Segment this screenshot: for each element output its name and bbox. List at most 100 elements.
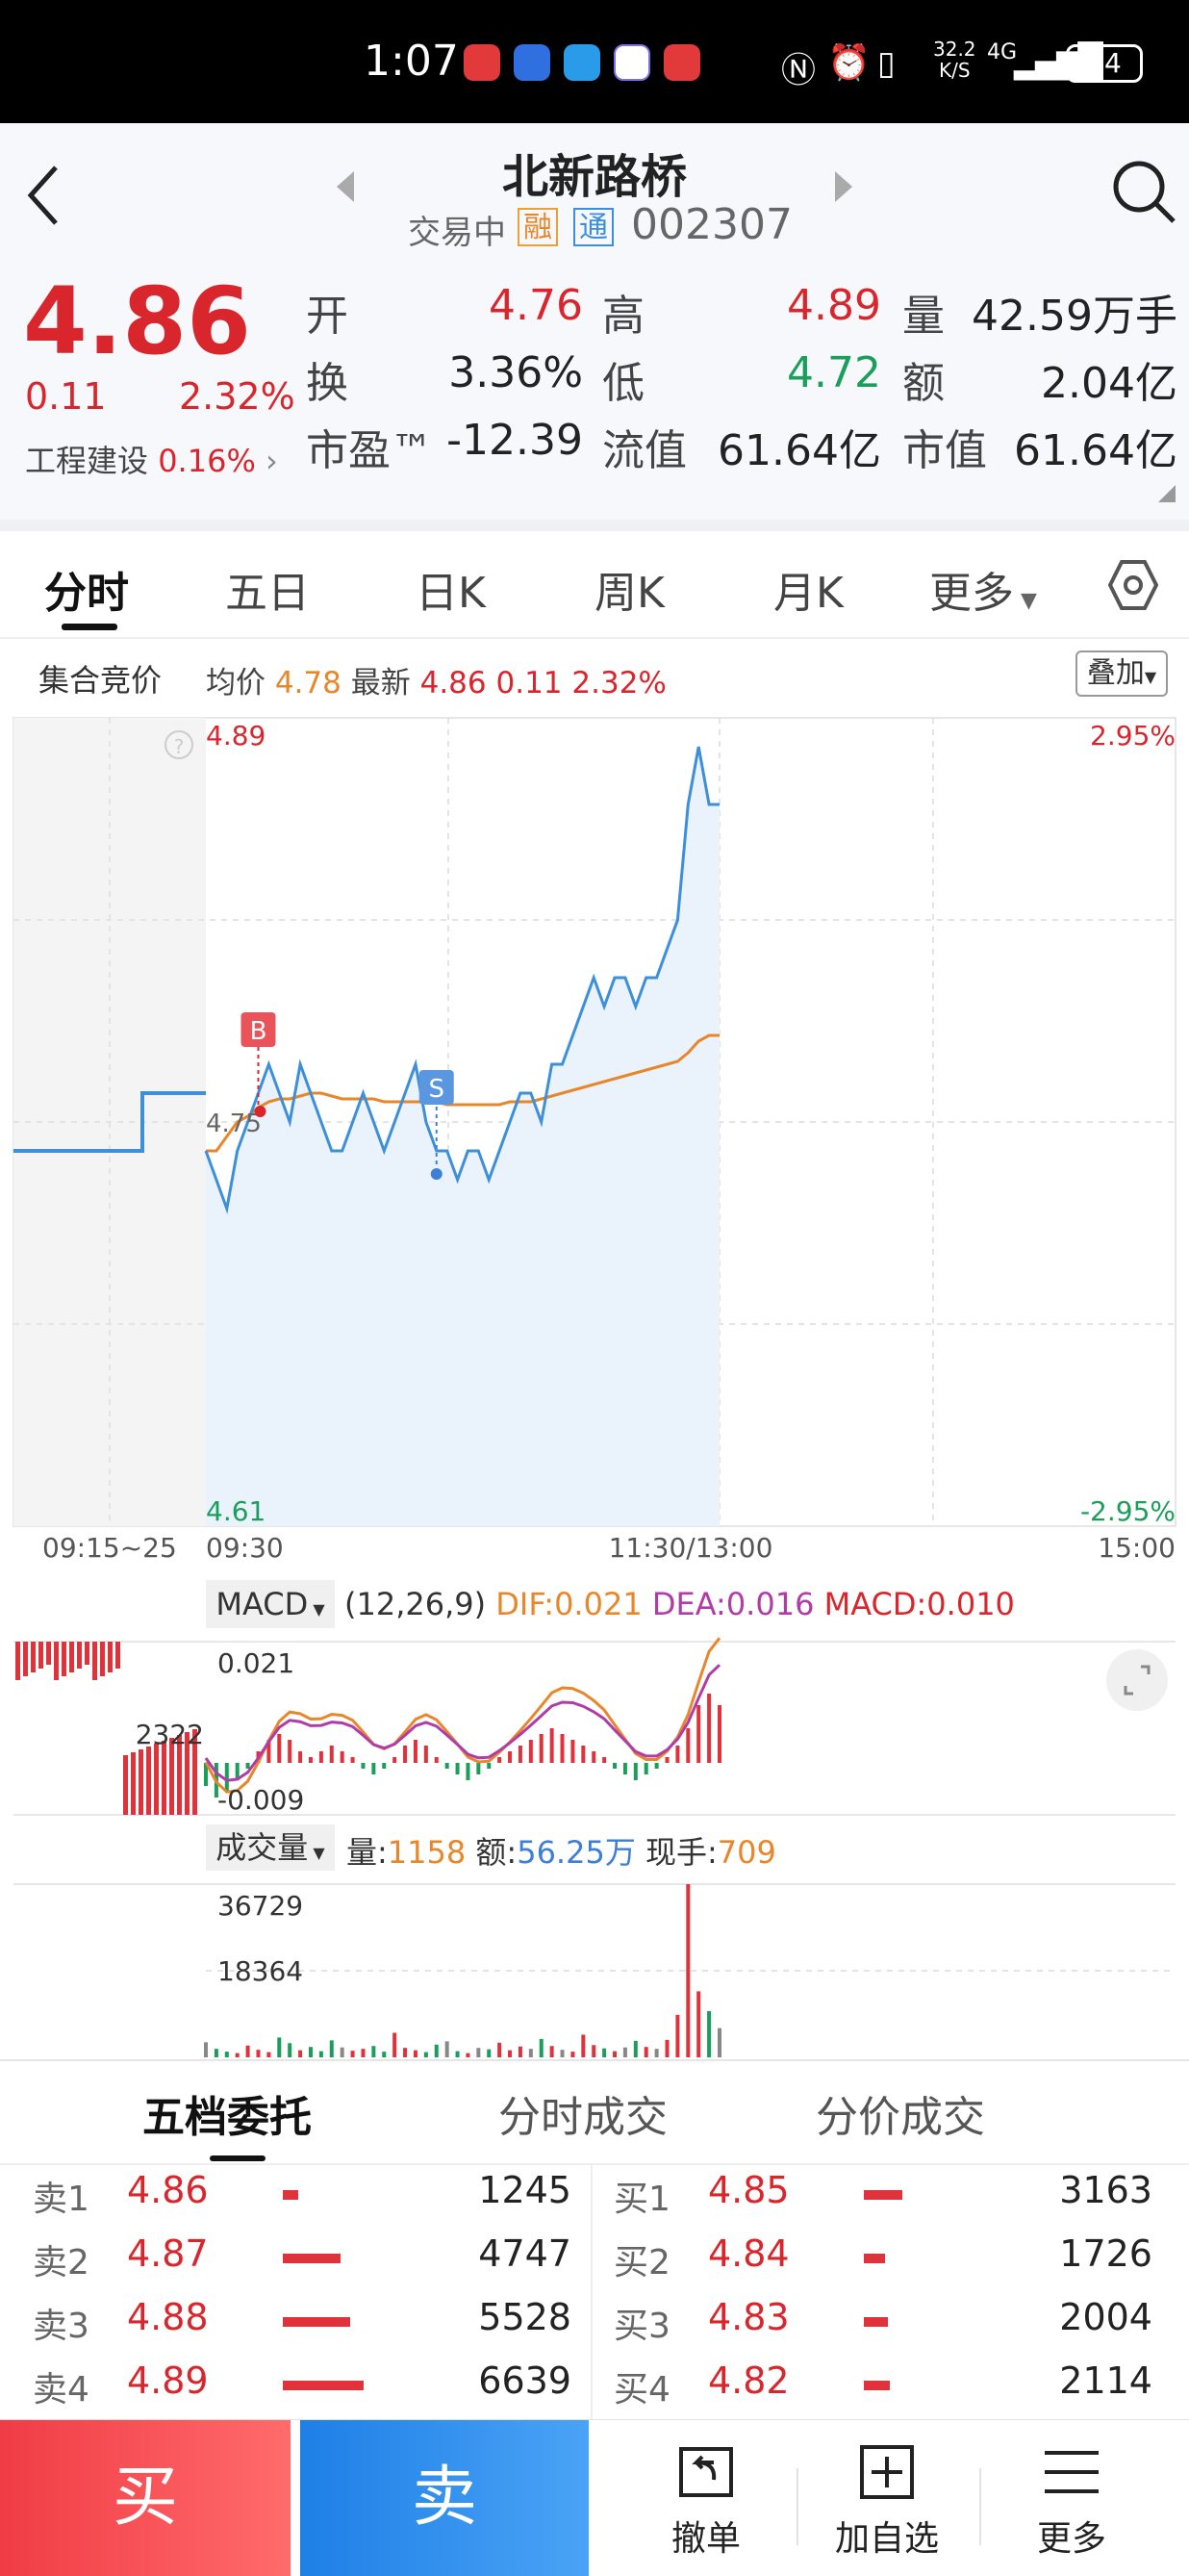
- macd-selector[interactable]: MACD ▼: [206, 1580, 335, 1628]
- volume-bar: [403, 2048, 408, 2057]
- market-cap-value: 61.64亿: [1014, 426, 1177, 475]
- divider: [979, 2468, 981, 2545]
- volume-bar: [434, 2044, 439, 2057]
- orderbook-volume-bar: [283, 2190, 298, 2200]
- tab-price-trades[interactable]: 分价成交: [816, 2093, 985, 2142]
- header: 北新路桥 交易中 融 通 002307: [0, 123, 1189, 268]
- macd-bar: [508, 1751, 513, 1763]
- volume-bar: [350, 2051, 355, 2057]
- expand-corner-icon[interactable]: [1158, 485, 1176, 502]
- stock-name: 北新路桥: [501, 150, 687, 204]
- prev-stock-icon[interactable]: [333, 169, 356, 204]
- help-icon: ?: [174, 735, 185, 758]
- macd-bar: [696, 1705, 701, 1763]
- orderbook-volume: 3163: [1059, 2169, 1152, 2211]
- orderbook-level-label: 卖1: [33, 2180, 89, 2219]
- macd-bar: [277, 1734, 282, 1763]
- macd-bar: [633, 1763, 638, 1780]
- orderbook-volume-bar: [283, 2317, 350, 2327]
- chart-settings-icon[interactable]: [1106, 558, 1160, 612]
- auction-macd-bar: [192, 1729, 197, 1815]
- tab-weekly-k[interactable]: 周K: [594, 569, 665, 618]
- volume-bar: [518, 2046, 522, 2057]
- overlay-button[interactable]: 叠加▼: [1075, 650, 1168, 697]
- auction-macd-bar: [46, 1642, 51, 1665]
- volume-bar: [476, 2048, 481, 2057]
- tab-five-day[interactable]: 五日: [225, 569, 310, 618]
- open-value: 4.76: [489, 281, 583, 330]
- price-change: 0.11: [25, 375, 107, 418]
- orderbook-price: 4.85: [708, 2169, 790, 2211]
- tab-order-book[interactable]: 五档委托: [142, 2093, 312, 2142]
- volume-bar: [508, 2050, 513, 2057]
- macd-bar: [518, 1746, 522, 1763]
- auction-label: 集合竞价: [38, 662, 163, 699]
- app-notification-icon: [464, 44, 500, 81]
- volume-bar: [266, 2052, 271, 2057]
- sector-link[interactable]: 工程建设 0.16% ›: [25, 437, 278, 481]
- macd-bar: [340, 1751, 344, 1763]
- tab-more[interactable]: 更多 ▼: [929, 569, 1037, 618]
- volume-bar: [361, 2049, 366, 2057]
- search-icon[interactable]: [1110, 158, 1177, 225]
- sell-button[interactable]: 卖: [300, 2420, 589, 2576]
- auction-macd-bar: [69, 1642, 74, 1672]
- macd-bar: [539, 1734, 544, 1763]
- y-bottom-label: 4.61: [206, 1495, 266, 1527]
- back-arrow-icon[interactable]: [23, 162, 62, 229]
- auction-macd-bar: [162, 1741, 166, 1815]
- macd-bar: [718, 1705, 721, 1763]
- next-stock-icon[interactable]: [833, 169, 856, 204]
- volume-bar: [592, 2045, 596, 2057]
- orderbook-volume: 5528: [478, 2296, 571, 2338]
- float-cap-value: 61.64亿: [718, 426, 881, 475]
- auction-macd-bar: [77, 1642, 82, 1669]
- macd-bar: [487, 1763, 492, 1769]
- connect-badge: 通: [573, 208, 614, 246]
- latest-price-line: [204, 746, 720, 1214]
- volume-bar: [413, 2050, 417, 2057]
- cancel-order-button[interactable]: 撤单: [635, 2441, 777, 2566]
- orderbook-price: 4.83: [708, 2296, 790, 2338]
- macd-bar: [613, 1763, 618, 1769]
- pct-bottom-label: -2.95%: [1080, 1495, 1176, 1527]
- macd-bar: [204, 1763, 208, 1786]
- volume-bar: [539, 2038, 544, 2057]
- tab-intraday[interactable]: 分时: [44, 569, 129, 618]
- add-watchlist-button[interactable]: 加自选: [816, 2441, 958, 2566]
- orderbook-price: 4.88: [127, 2296, 209, 2338]
- more-button[interactable]: 更多: [1000, 2441, 1143, 2566]
- buy-button[interactable]: 买: [0, 2420, 291, 2576]
- macd-bar: [403, 1746, 408, 1763]
- tab-tick-trades[interactable]: 分时成交: [498, 2093, 668, 2142]
- macd-bar: [423, 1746, 428, 1763]
- macd-bar: [570, 1740, 575, 1763]
- amount-label: 额: [902, 359, 945, 408]
- orderbook-level-label: 买2: [614, 2243, 670, 2283]
- macd-bar: [497, 1757, 502, 1763]
- tab-monthly-k[interactable]: 月K: [773, 569, 844, 618]
- macd-bar: [622, 1763, 627, 1774]
- orderbook-volume-bar: [864, 2381, 890, 2390]
- buy-marker-label: B: [250, 1017, 267, 1046]
- low-label: 低: [602, 359, 645, 408]
- tab-daily-k[interactable]: 日K: [416, 569, 486, 618]
- volume-bar: [382, 2052, 387, 2057]
- auction-macd-bar: [62, 1642, 66, 1676]
- volume-bar: [235, 2053, 240, 2057]
- status-bar: 1:07 Ⓝ ⏰ ▯ 32.2 K/S 4G ▂▄▆█ 54: [0, 0, 1189, 123]
- orderbook-price: 4.87: [127, 2232, 209, 2275]
- volume-bar: [329, 2040, 334, 2057]
- volume-selector[interactable]: 成交量 ▼: [206, 1824, 335, 1871]
- avg-price-line: [206, 1033, 720, 1153]
- auction-macd-bar: [38, 1642, 43, 1669]
- volume-bar: [318, 2051, 323, 2057]
- volume-y-top-label: 36729: [217, 1890, 303, 1922]
- status-time: 1:07: [364, 37, 459, 86]
- intraday-chart[interactable]: 4.89 4.61 2.95% -2.95% 4.75? 09:15~25 09:30 11:…: [0, 0, 1189, 2059]
- volume-bar: [392, 2032, 397, 2057]
- volume-bar: [665, 2039, 670, 2057]
- sector-pct: 0.16%: [158, 443, 256, 479]
- sell-marker-label: S: [428, 1075, 444, 1104]
- macd-bar: [444, 1763, 449, 1769]
